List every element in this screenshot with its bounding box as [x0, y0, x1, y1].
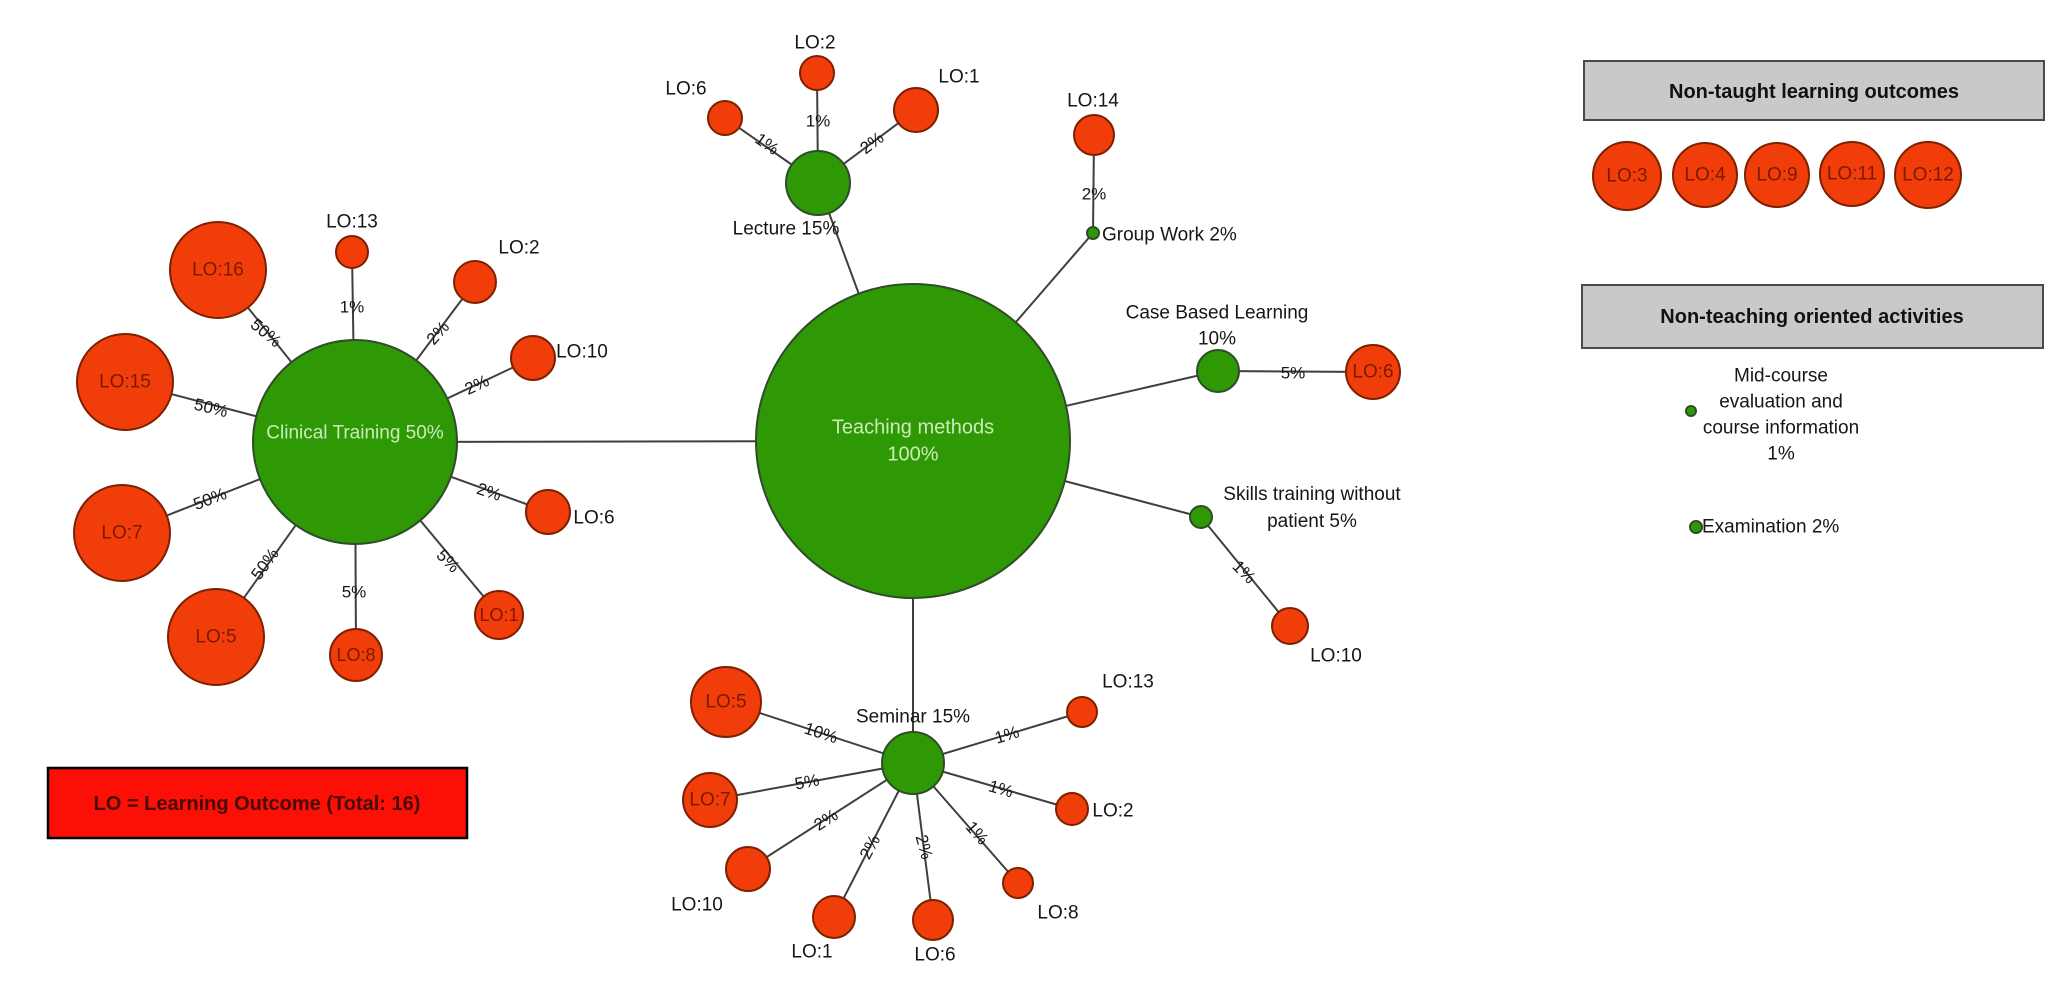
node-lo5-seminar	[690, 666, 762, 738]
edge-label-cbl-lo6cbl: 5%	[1281, 364, 1306, 383]
non-teaching-activities-box	[1581, 284, 2044, 349]
node-lo5-clinical-label: LO:5	[195, 627, 236, 648]
node-lo2-lecture	[799, 55, 835, 91]
node-lo8-seminar-label: LO:8	[1037, 903, 1078, 924]
node-lo10-skills-label: LO:10	[1310, 646, 1362, 667]
midcourse-evaluation-dot	[1685, 405, 1697, 417]
edge-seminar-lo7s	[709, 762, 914, 801]
node-lo6-seminar	[912, 899, 954, 941]
node-lo10-seminar-label: LO:10	[671, 895, 723, 916]
hub-teaching-methods-label: 100%	[887, 444, 938, 466]
node-lo10-skills	[1271, 607, 1309, 645]
node-lo4-nontaught	[1672, 142, 1738, 208]
node-lo3-nontaught-label: LO:3	[1606, 166, 1647, 187]
node-lo10-clinical-label: LO:10	[556, 342, 608, 363]
hub-skills-training	[1189, 505, 1213, 529]
node-lo15-clinical-label: LO:15	[99, 372, 151, 393]
node-lo9-nontaught	[1744, 142, 1810, 208]
hub-seminar	[881, 731, 945, 795]
midcourse-evaluation-label: course information	[1703, 418, 1859, 439]
hub-seminar-label: Seminar 15%	[856, 707, 970, 728]
node-lo14-groupwork-label: LO:14	[1067, 91, 1119, 112]
edge-label-seminar-lo7s: 5%	[793, 770, 821, 793]
node-lo6-lecture	[707, 100, 743, 136]
node-lo6-clinical	[525, 489, 571, 535]
edge-seminar-lo10s	[747, 762, 914, 870]
node-lo7-clinical	[73, 484, 171, 582]
node-lo2-clinical	[453, 260, 497, 304]
node-lo16-clinical	[169, 221, 267, 319]
node-lo13-seminar-label: LO:13	[1102, 672, 1154, 693]
node-lo1-seminar	[812, 895, 856, 939]
node-lo2-seminar	[1055, 792, 1089, 826]
node-lo7-seminar-label: LO:7	[689, 790, 730, 811]
node-lo2-lecture-label: LO:2	[794, 33, 835, 54]
edge-label-lecture-lo2l: 1%	[806, 112, 831, 131]
hub-lecture-label: Lecture 15%	[733, 219, 840, 240]
node-lo8-clinical-label: LO:8	[336, 645, 375, 665]
lo-legend-box	[46, 766, 469, 840]
node-lo6-lecture-label: LO:6	[665, 79, 706, 100]
hub-teaching-methods-label: Teaching methods	[832, 417, 994, 439]
node-lo10-seminar	[725, 846, 771, 892]
node-lo12-nontaught-label: LO:12	[1902, 165, 1954, 186]
node-lo7-seminar	[682, 772, 738, 828]
node-lo6-case-based	[1345, 344, 1401, 400]
node-lo11-nontaught-label: LO:11	[1827, 164, 1877, 185]
node-lo7-clinical-label: LO:7	[101, 523, 142, 544]
midcourse-evaluation-label: 1%	[1767, 444, 1795, 465]
node-lo1-clinical	[474, 590, 524, 640]
node-lo3-nontaught	[1592, 141, 1662, 211]
node-lo5-clinical	[167, 588, 265, 686]
node-lo8-seminar	[1002, 867, 1034, 899]
node-lo13-seminar	[1066, 696, 1098, 728]
edge-label-clinical-lo13c: 1%	[340, 298, 365, 317]
hub-teaching-methods	[755, 283, 1071, 599]
hub-group-work-label: Group Work 2%	[1102, 225, 1237, 246]
edge-label-groupwork-lo14: 2%	[1082, 185, 1107, 204]
node-lo13-clinical-label: LO:13	[326, 212, 378, 233]
node-lo5-seminar-label: LO:5	[705, 692, 746, 713]
node-lo2-seminar-label: LO:2	[1092, 801, 1133, 822]
non-teaching-activities-box-title: Non-teaching oriented activities	[1660, 306, 1963, 328]
node-lo1-lecture	[893, 87, 939, 133]
node-lo14-groupwork	[1073, 114, 1115, 156]
node-lo6-clinical-label: LO:6	[573, 508, 614, 529]
hub-lecture	[785, 150, 851, 216]
hub-clinical-training-label: Clinical Training 50%	[266, 423, 444, 444]
non-taught-outcomes-box	[1583, 60, 2045, 121]
node-lo12-nontaught	[1894, 141, 1962, 209]
hub-skills-training-label: patient 5%	[1267, 511, 1357, 532]
examination-dot	[1689, 520, 1703, 534]
node-lo8-clinical	[329, 628, 383, 682]
node-lo11-nontaught	[1819, 141, 1885, 207]
hub-case-based-learning	[1196, 349, 1240, 393]
midcourse-evaluation-label: evaluation and	[1719, 392, 1843, 413]
edge-skills-lo10sk	[1200, 516, 1291, 627]
node-lo6-seminar-label: LO:6	[914, 945, 955, 966]
node-lo9-nontaught-label: LO:9	[1756, 165, 1797, 186]
lo-legend-label: LO = Learning Outcome (Total: 16)	[94, 793, 421, 815]
node-lo1-clinical-label: LO:1	[479, 605, 518, 625]
hub-group-work	[1086, 226, 1100, 240]
hub-clinical-training	[252, 339, 458, 545]
hub-case-based-learning-label: Case Based Learning	[1126, 303, 1309, 324]
node-lo16-clinical-label: LO:16	[192, 260, 244, 281]
edge-label-clinical-lo8c: 5%	[342, 583, 367, 602]
node-lo1-lecture-label: LO:1	[938, 67, 979, 88]
hub-skills-training-label: Skills training without	[1223, 484, 1401, 505]
node-lo2-clinical-label: LO:2	[498, 238, 539, 259]
examination-label: Examination 2%	[1702, 517, 1839, 538]
non-taught-outcomes-box-title: Non-taught learning outcomes	[1669, 81, 1959, 103]
midcourse-evaluation-label: Mid-course	[1734, 366, 1828, 387]
hub-case-based-learning-label: 10%	[1198, 329, 1236, 350]
node-lo13-clinical	[335, 235, 369, 269]
node-lo10-clinical	[510, 335, 556, 381]
node-lo1-seminar-label: LO:1	[791, 942, 832, 963]
node-lo15-clinical	[76, 333, 174, 431]
node-lo4-nontaught-label: LO:4	[1684, 165, 1726, 186]
node-lo6-case-based-label: LO:6	[1352, 362, 1393, 383]
